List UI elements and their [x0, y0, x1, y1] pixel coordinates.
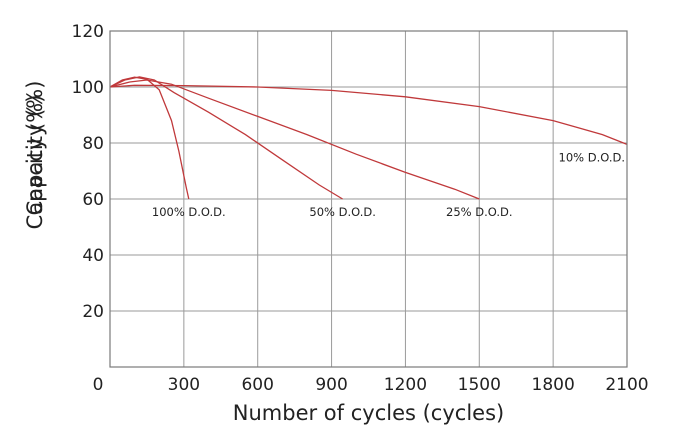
x-tick-label: 900	[315, 375, 347, 395]
grid	[109, 30, 628, 367]
x-tick-label: 2100	[605, 375, 648, 395]
series-annotation: 100% D.O.D.	[152, 205, 226, 219]
y-tick-label: 20	[82, 302, 104, 322]
y-tick-label: 40	[82, 246, 104, 266]
series-annotation: 10% D.O.D.	[559, 150, 625, 164]
series-annotation: 25% D.O.D.	[446, 205, 512, 219]
series-line	[109, 76, 343, 200]
series-annotation: 50% D.O.D.	[309, 205, 375, 219]
x-tick-label: 1500	[458, 375, 501, 395]
x-tick-label: 1200	[384, 375, 427, 395]
y-tick-label: 60	[82, 190, 104, 210]
x-tick-label: 1800	[532, 375, 575, 395]
series-line	[109, 84, 628, 146]
y-axis-title: Capacity (%)	[23, 81, 47, 216]
y-axis-title-overlap: Capacity (%)	[23, 95, 47, 230]
x-axis-title: Number of cycles (cycles)	[233, 401, 504, 425]
x-tick-label: 300	[168, 375, 200, 395]
x-tick-labels: 0 300 600 900 1200 1500 1800 2100	[93, 375, 649, 395]
series-annotations: 100% D.O.D. 50% D.O.D. 25% D.O.D. 10% D.O.D…	[152, 150, 625, 219]
x-tick-label: 600	[241, 375, 273, 395]
y-tick-label: 120	[72, 22, 104, 42]
series-lines	[109, 76, 628, 200]
x-tick-label: 0	[93, 375, 104, 395]
y-tick-label: 100	[72, 78, 104, 98]
plot-frame	[109, 30, 628, 368]
y-tick-labels: 20 40 60 80 100 120	[72, 22, 104, 322]
series-line	[109, 76, 190, 200]
y-tick-label: 80	[82, 134, 104, 154]
series-line	[109, 79, 480, 200]
